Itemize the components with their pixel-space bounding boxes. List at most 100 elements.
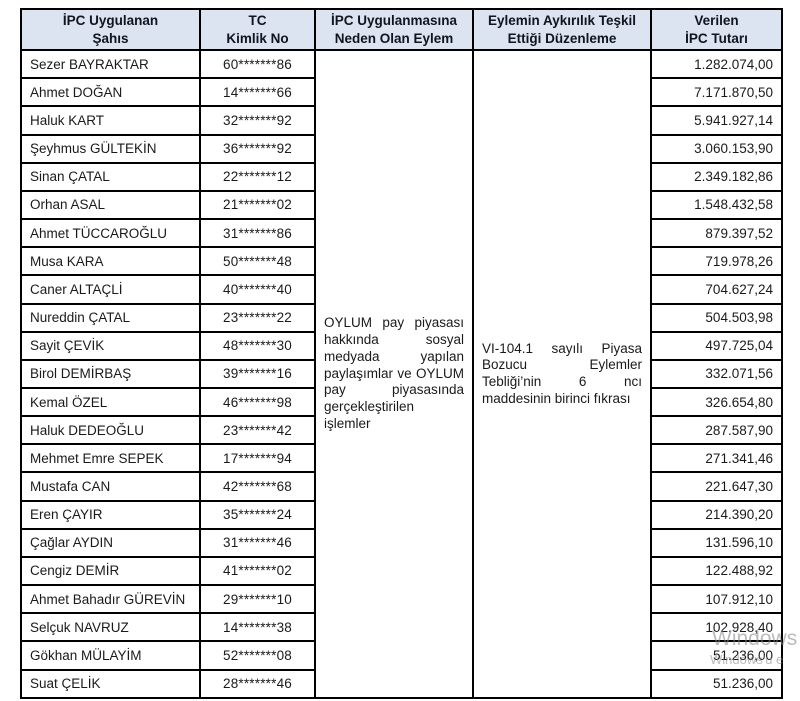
header-action: İPC Uygulanmasına Neden Olan Eylem: [314, 7, 474, 52]
table-row: Ahmet TÜCCAROĞLU 31*******86 879.397,52: [20, 218, 783, 249]
amount-cell: 879.397,52: [650, 218, 783, 249]
amount-cell: 2.349.182,86: [650, 161, 783, 192]
amount-cell: 332.071,56: [650, 358, 783, 389]
amount-cell: 214.390,20: [650, 499, 783, 530]
table-row: Şeyhmus GÜLTEKİN 36*******92 3.060.153,90: [20, 133, 783, 164]
person-name-cell: Sinan ÇATAL: [20, 161, 201, 192]
tc-id-cell: 21*******02: [199, 189, 316, 221]
person-name-cell: Haluk KART: [20, 105, 201, 136]
person-name-cell: Caner ALTAÇLİ: [20, 274, 201, 305]
person-name-cell: Ahmet DOĞAN: [20, 77, 201, 108]
person-name-cell: Mustafa CAN: [20, 471, 201, 502]
amount-cell: 131.596,10: [650, 527, 783, 558]
person-name-cell: Nureddin ÇATAL: [20, 302, 201, 333]
amount-cell: 51.236,00: [650, 640, 783, 671]
table-row: Nureddin ÇATAL 23*******22 504.503,98: [20, 302, 783, 333]
amount-cell: 107.912,10: [650, 584, 783, 615]
table-row: Birol DEMİRBAŞ 39*******16 332.071,56: [20, 358, 783, 389]
table-row: Mustafa CAN 42*******68 221.647,30: [20, 471, 783, 502]
amount-cell: 1.282.074,00: [650, 49, 783, 80]
tc-id-cell: 46*******98: [199, 386, 316, 418]
tc-id-cell: 23*******42: [199, 415, 316, 446]
tc-id-cell: 14*******38: [199, 612, 316, 643]
person-name-cell: Kemal ÖZEL: [20, 386, 201, 418]
table-row: Suat ÇELİK 28*******46 51.236,00: [20, 668, 783, 700]
amount-cell: 5.941.927,14: [650, 105, 783, 136]
table-row: Cengiz DEMİR 41*******02 122.488,92: [20, 555, 783, 587]
tc-id-cell: 39*******16: [199, 358, 316, 389]
ipc-penalty-table: İPC Uygulanan Şahıs TC Kimlik No İPC Uyg…: [20, 7, 783, 700]
person-name-cell: Ahmet Bahadır GÜREVİN: [20, 584, 201, 615]
header-amount: Verilen İPC Tutarı: [650, 7, 783, 52]
person-name-cell: Selçuk NAVRUZ: [20, 612, 201, 643]
person-name-cell: Gökhan MÜLAYİM: [20, 640, 201, 671]
amount-cell: 221.647,30: [650, 471, 783, 502]
table-row: Sinan ÇATAL 22*******12 2.349.182,86: [20, 161, 783, 192]
merged-regulation-cell: VI-104.1 sayılı Piyasa Bozucu Eylemler T…: [472, 49, 652, 699]
tc-id-cell: 28*******46: [199, 668, 316, 700]
tc-id-cell: 50*******48: [199, 246, 316, 277]
header-person: İPC Uygulanan Şahıs: [20, 7, 201, 52]
amount-cell: 102.928,40: [650, 612, 783, 643]
tc-id-cell: 42*******68: [199, 471, 316, 502]
person-name-cell: Cengiz DEMİR: [20, 555, 201, 587]
tc-id-cell: 60*******86: [199, 49, 316, 80]
amount-cell: 287.587,90: [650, 415, 783, 446]
tc-id-cell: 41*******02: [199, 555, 316, 587]
tc-id-cell: 14*******66: [199, 77, 316, 108]
person-name-cell: Şeyhmus GÜLTEKİN: [20, 133, 201, 164]
amount-cell: 1.548.432,58: [650, 189, 783, 221]
tc-id-cell: 52*******08: [199, 640, 316, 671]
table-row: Eren ÇAYIR 35*******24 214.390,20: [20, 499, 783, 530]
table-row: Selçuk NAVRUZ 14*******38 102.928,40: [20, 612, 783, 643]
merged-action-cell: OYLUM pay piyasası hakkında sosyal medya…: [314, 49, 474, 699]
table-row: Caner ALTAÇLİ 40*******40 704.627,24: [20, 274, 783, 305]
table-header-row: İPC Uygulanan Şahıs TC Kimlik No İPC Uyg…: [20, 7, 783, 52]
person-name-cell: Sayit ÇEVİK: [20, 330, 201, 361]
table-row: Haluk KART 32*******92 5.941.927,14: [20, 105, 783, 136]
tc-id-cell: 35*******24: [199, 499, 316, 530]
table-row: Sayit ÇEVİK 48*******30 497.725,04: [20, 330, 783, 361]
tc-id-cell: 23*******22: [199, 302, 316, 333]
tc-id-cell: 32*******92: [199, 105, 316, 136]
person-name-cell: Birol DEMİRBAŞ: [20, 358, 201, 389]
amount-cell: 497.725,04: [650, 330, 783, 361]
table-row: Haluk DEDEOĞLU 23*******42 287.587,90: [20, 415, 783, 446]
amount-cell: 326.654,80: [650, 386, 783, 418]
table-row: Sezer BAYRAKTAR 60*******86 OYLUM pay piya…: [20, 49, 783, 699]
person-name-cell: Suat ÇELİK: [20, 668, 201, 700]
table-row: Ahmet Bahadır GÜREVİN 29*******10 107.912,…: [20, 584, 783, 615]
table-row: Mehmet Emre SEPEK 17*******94 271.341,46: [20, 443, 783, 474]
person-name-cell: Mehmet Emre SEPEK: [20, 443, 201, 474]
table-row: Gökhan MÜLAYİM 52*******08 51.236,00: [20, 640, 783, 671]
amount-cell: 51.236,00: [650, 668, 783, 700]
amount-cell: 504.503,98: [650, 302, 783, 333]
person-name-cell: Eren ÇAYIR: [20, 499, 201, 530]
person-name-cell: Çağlar AYDIN: [20, 527, 201, 558]
amount-cell: 3.060.153,90: [650, 133, 783, 164]
tc-id-cell: 40*******40: [199, 274, 316, 305]
table-row: Musa KARA 50*******48 719.978,26: [20, 246, 783, 277]
amount-cell: 704.627,24: [650, 274, 783, 305]
tc-id-cell: 48*******30: [199, 330, 316, 361]
table-row: Ahmet DOĞAN 14*******66 7.171.870,50: [20, 77, 783, 108]
amount-cell: 719.978,26: [650, 246, 783, 277]
header-regulation: Eylemin Aykırılık Teşkil Ettiği Düzenlem…: [472, 7, 652, 52]
amount-cell: 7.171.870,50: [650, 77, 783, 108]
tc-id-cell: 22*******12: [199, 161, 316, 192]
header-tc-id: TC Kimlik No: [199, 7, 316, 52]
person-name-cell: Sezer BAYRAKTAR: [20, 49, 201, 80]
person-name-cell: Orhan ASAL: [20, 189, 201, 221]
person-name-cell: Ahmet TÜCCAROĞLU: [20, 218, 201, 249]
tc-id-cell: 29*******10: [199, 584, 316, 615]
tc-id-cell: 31*******86: [199, 218, 316, 249]
amount-cell: 271.341,46: [650, 443, 783, 474]
amount-cell: 122.488,92: [650, 555, 783, 587]
tc-id-cell: 17*******94: [199, 443, 316, 474]
tc-id-cell: 31*******46: [199, 527, 316, 558]
person-name-cell: Musa KARA: [20, 246, 201, 277]
tc-id-cell: 36*******92: [199, 133, 316, 164]
table-row: Kemal ÖZEL 46*******98 326.654,80: [20, 386, 783, 418]
table-row: Çağlar AYDIN 31*******46 131.596,10: [20, 527, 783, 558]
